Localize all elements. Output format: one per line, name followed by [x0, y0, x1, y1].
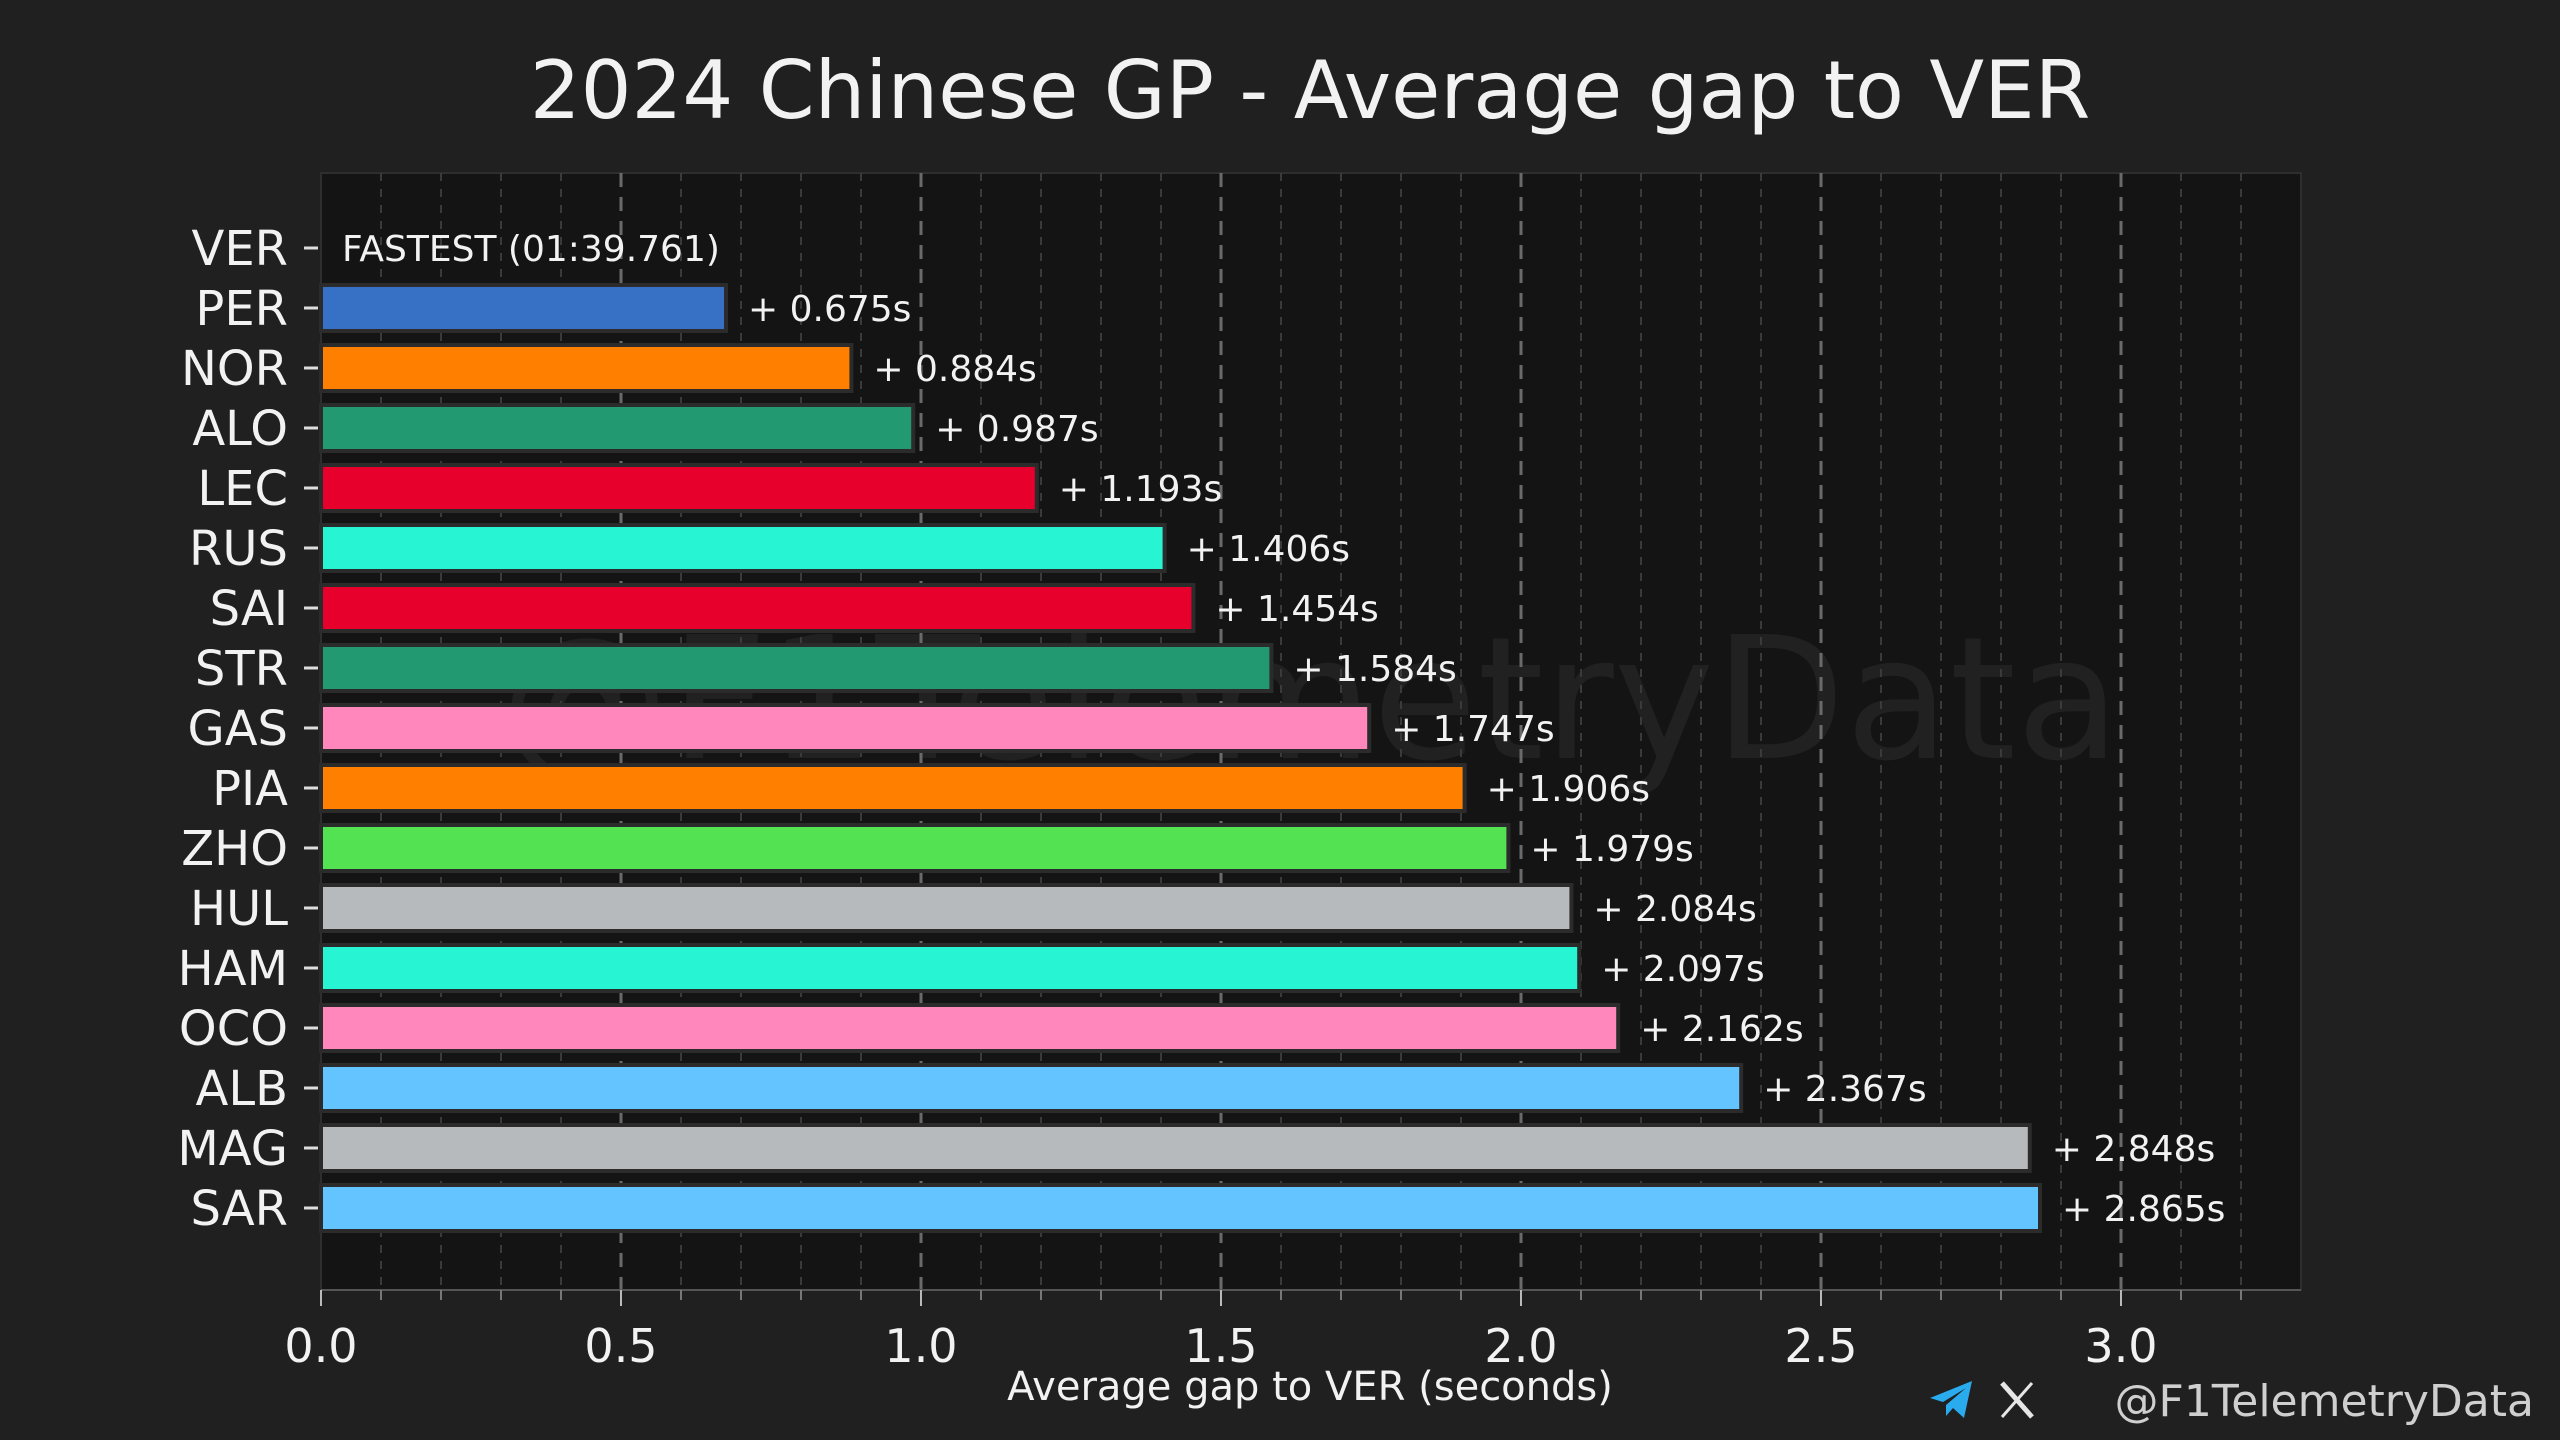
- bar: [319, 943, 1582, 993]
- x-tick-label: 1.0: [884, 1319, 957, 1373]
- y-tick-label: NOR: [181, 341, 288, 397]
- y-tick-label: OCO: [179, 1001, 288, 1057]
- x-tick-label: 2.5: [1784, 1319, 1857, 1373]
- bar: [319, 403, 916, 453]
- bar-value-label: + 2.097s: [1601, 949, 1764, 990]
- bar-value-label: + 1.906s: [1487, 769, 1650, 810]
- bar: [319, 703, 1372, 753]
- bar-value-label: + 1.406s: [1187, 529, 1350, 570]
- y-tick-label: ALO: [192, 401, 288, 457]
- bar-value-label: + 2.865s: [2062, 1189, 2225, 1230]
- y-tick-label: SAR: [190, 1181, 288, 1237]
- bar: [319, 1183, 2042, 1233]
- x-tick-label: 0.5: [584, 1319, 657, 1373]
- bar: [319, 343, 854, 393]
- x-icon: [2000, 1381, 2034, 1419]
- bar: [319, 763, 1467, 813]
- bar-value-label: + 0.675s: [748, 289, 911, 330]
- bar: [319, 463, 1039, 513]
- y-tick-label: PER: [195, 281, 288, 337]
- bar-value-label: + 1.979s: [1530, 829, 1693, 870]
- bar: [319, 283, 728, 333]
- bar-value-label: + 1.454s: [1215, 589, 1378, 630]
- y-tick-label: STR: [195, 641, 288, 697]
- y-tick-label: MAG: [177, 1121, 288, 1177]
- y-tick-label: HAM: [178, 941, 288, 997]
- bar-value-label: + 0.987s: [935, 409, 1098, 450]
- bars: VER FASTEST (01:39.761) PER + 0.675s NOR + 0.…: [177, 221, 2225, 1237]
- bar-value-label: + 1.193s: [1059, 469, 1222, 510]
- bar-value-label: + 0.884s: [873, 349, 1036, 390]
- bar: [319, 583, 1196, 633]
- y-tick-label: ZHO: [181, 821, 288, 877]
- axes: 0.0 0.5 1.0 1.5 2.0 2.5 3.0: [284, 1289, 2301, 1373]
- bar-value-label: + 2.367s: [1763, 1069, 1926, 1110]
- bar: [319, 523, 1167, 573]
- bar: [319, 1003, 1621, 1053]
- bar-value-label: + 2.162s: [1640, 1009, 1803, 1050]
- x-axis-label: Average gap to VER (seconds): [1007, 1364, 1613, 1410]
- x-tick-label: 2.0: [1484, 1319, 1557, 1373]
- x-tick-label: 3.0: [2084, 1319, 2157, 1373]
- telegram-icon: [1930, 1381, 1972, 1418]
- bar: [319, 643, 1274, 693]
- x-icon-stroke-b: [2000, 1382, 2034, 1418]
- y-tick-label: RUS: [189, 521, 288, 577]
- bar-value-label: + 2.084s: [1593, 889, 1756, 930]
- chart-title: 2024 Chinese GP - Average gap to VER: [530, 44, 2091, 137]
- y-tick-label: HUL: [190, 881, 288, 937]
- y-tick-label: ALB: [195, 1061, 288, 1117]
- reference-label: FASTEST (01:39.761): [342, 229, 720, 270]
- bar: [319, 883, 1574, 933]
- bar-value-label: + 1.584s: [1293, 649, 1456, 690]
- bar: [319, 1123, 2032, 1173]
- y-tick-label: PIA: [212, 761, 288, 817]
- y-tick-label: VER: [191, 221, 288, 277]
- footer-handle: @F1TelemetryData: [2115, 1376, 2534, 1427]
- bar-value-label: + 2.848s: [2052, 1129, 2215, 1170]
- x-tick-label: 1.5: [1184, 1319, 1257, 1373]
- y-tick-label: GAS: [188, 701, 289, 757]
- bar: [319, 823, 1511, 873]
- x-tick-label: 0.0: [284, 1319, 357, 1373]
- footer: @F1TelemetryData: [1930, 1376, 2534, 1427]
- y-tick-label: SAI: [210, 581, 288, 637]
- bar: [319, 1063, 1744, 1113]
- y-tick-label: LEC: [197, 461, 288, 517]
- bar-value-label: + 1.747s: [1391, 709, 1554, 750]
